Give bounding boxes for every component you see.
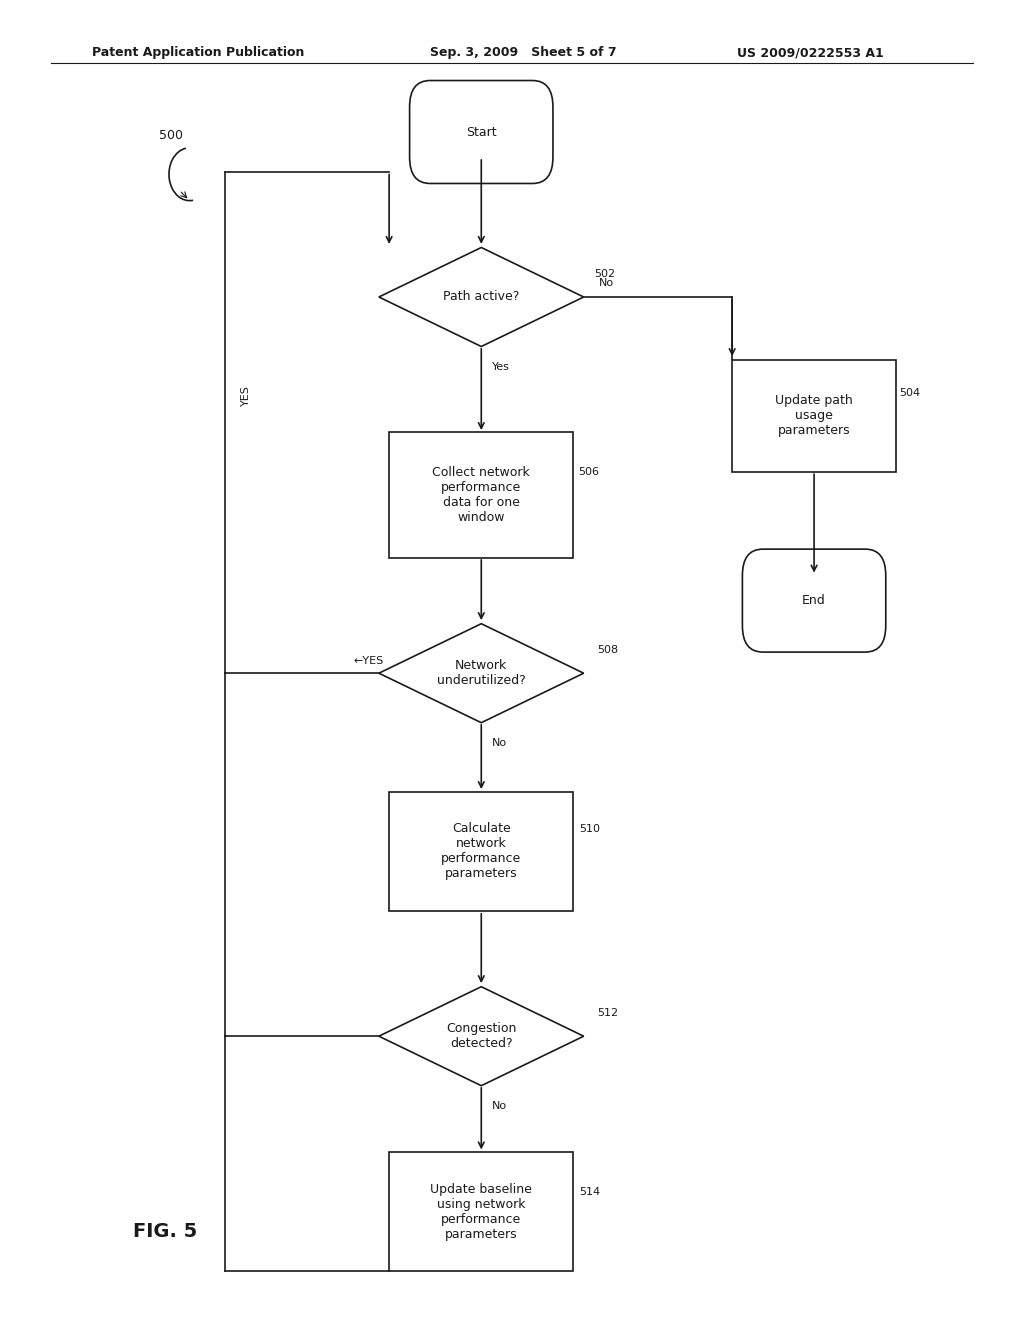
FancyBboxPatch shape — [732, 359, 896, 471]
FancyBboxPatch shape — [410, 81, 553, 183]
FancyBboxPatch shape — [389, 433, 573, 557]
Text: No: No — [492, 738, 507, 748]
Text: Patent Application Publication: Patent Application Publication — [92, 46, 304, 59]
Text: 500: 500 — [159, 128, 182, 141]
Text: Calculate
network
performance
parameters: Calculate network performance parameters — [441, 822, 521, 880]
Text: No: No — [492, 1101, 507, 1111]
Text: Start: Start — [466, 125, 497, 139]
Polygon shape — [379, 624, 584, 722]
Text: FIG. 5: FIG. 5 — [133, 1222, 198, 1241]
Text: Path active?: Path active? — [443, 290, 519, 304]
Text: Collect network
performance
data for one
window: Collect network performance data for one… — [432, 466, 530, 524]
Text: 512: 512 — [597, 1008, 618, 1019]
Text: Yes: Yes — [492, 362, 509, 372]
Text: 506: 506 — [579, 467, 600, 478]
Text: Sep. 3, 2009   Sheet 5 of 7: Sep. 3, 2009 Sheet 5 of 7 — [430, 46, 616, 59]
Text: 502: 502 — [594, 269, 615, 280]
FancyBboxPatch shape — [389, 792, 573, 911]
Text: 514: 514 — [580, 1187, 601, 1197]
Polygon shape — [379, 987, 584, 1085]
Text: ←YES: ←YES — [353, 656, 384, 667]
Text: 508: 508 — [597, 645, 618, 656]
Text: Update baseline
using network
performance
parameters: Update baseline using network performanc… — [430, 1183, 532, 1241]
FancyBboxPatch shape — [742, 549, 886, 652]
Text: 510: 510 — [580, 824, 601, 834]
Polygon shape — [379, 248, 584, 346]
Text: Congestion
detected?: Congestion detected? — [446, 1022, 516, 1051]
Text: Network
underutilized?: Network underutilized? — [437, 659, 525, 688]
Text: US 2009/0222553 A1: US 2009/0222553 A1 — [737, 46, 884, 59]
Text: No: No — [599, 279, 614, 289]
Text: 504: 504 — [899, 388, 921, 399]
Text: Update path
usage
parameters: Update path usage parameters — [775, 395, 853, 437]
Text: YES: YES — [241, 385, 251, 407]
Text: End: End — [802, 594, 826, 607]
FancyBboxPatch shape — [389, 1152, 573, 1271]
